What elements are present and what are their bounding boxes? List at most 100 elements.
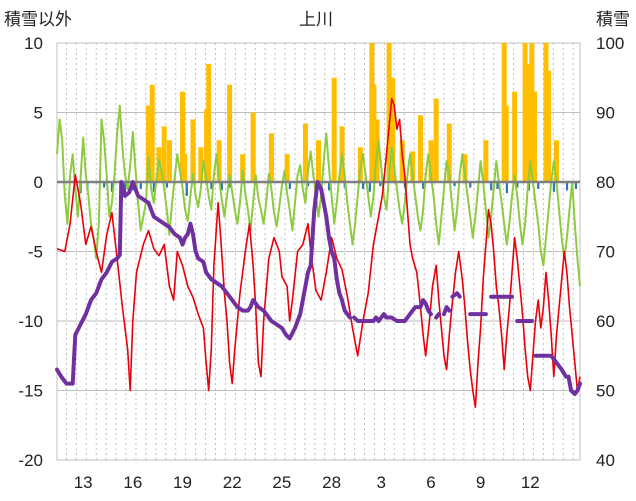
orange-bar <box>227 84 233 182</box>
blue-bar <box>453 182 456 187</box>
x-tick-label: 25 <box>272 473 291 492</box>
blue-bar <box>307 182 310 187</box>
orange-bar <box>410 151 416 182</box>
blue-bar <box>505 182 508 194</box>
orange-bar <box>524 63 530 182</box>
orange-bar <box>206 63 212 182</box>
x-tick-label: 3 <box>377 473 386 492</box>
blue-bar <box>422 182 425 189</box>
snow-depth-line <box>450 291 462 299</box>
orange-bar <box>529 43 535 182</box>
right-axis-label: 積雪 <box>596 10 630 29</box>
orange-bar <box>546 70 552 182</box>
snow-depth-line <box>434 312 441 320</box>
snow-depth-line <box>442 305 452 317</box>
blue-bar <box>228 182 231 188</box>
orange-bar <box>503 105 509 182</box>
orange-bar <box>428 140 434 182</box>
x-tick-label: 28 <box>322 473 341 492</box>
right-y-tick-label: 80 <box>596 173 615 192</box>
right-y-tick-label: 50 <box>596 382 615 401</box>
orange-bar <box>284 154 290 182</box>
left-axis-label: 積雪以外 <box>4 10 72 29</box>
snow-depth-line <box>533 353 568 379</box>
left-y-tick-label: -15 <box>18 382 43 401</box>
orange-bar <box>483 140 489 182</box>
orange-bar <box>531 91 537 182</box>
blue-bar <box>552 182 556 192</box>
left-y-tick-label: -5 <box>28 243 43 262</box>
left-y-tick-label: 10 <box>24 34 43 53</box>
orange-bar <box>268 133 274 182</box>
orange-bar <box>386 43 392 182</box>
blue-bar <box>288 182 291 189</box>
green-series-line <box>56 104 581 287</box>
orange-bar <box>446 123 452 182</box>
orange-bar <box>302 123 308 182</box>
left-y-tick-label: 5 <box>34 104 43 123</box>
left-y-tick-label: -10 <box>18 312 43 331</box>
right-y-tick-label: 60 <box>596 312 615 331</box>
x-tick-label: 9 <box>476 473 485 492</box>
orange-bar <box>316 140 321 182</box>
orange-bar <box>433 98 439 182</box>
right-y-tick-label: 90 <box>596 104 615 123</box>
chart-title: 上川 <box>299 10 333 29</box>
right-y-tick-label: 70 <box>596 243 615 262</box>
blue-bar <box>110 182 114 192</box>
snow-depth-line <box>352 298 433 323</box>
blue-bar <box>220 182 223 191</box>
orange-bar <box>250 112 256 182</box>
blue-bar <box>490 182 493 191</box>
x-tick-label: 12 <box>521 473 540 492</box>
x-tick-label: 19 <box>173 473 192 492</box>
blue-bar <box>537 182 540 189</box>
blue-bar <box>516 182 519 188</box>
blue-bar <box>103 182 106 188</box>
orange-bar <box>331 77 337 182</box>
orange-bar <box>149 84 155 182</box>
orange-bar <box>553 140 559 182</box>
orange-bar <box>190 119 196 182</box>
orange-bar <box>166 140 172 182</box>
orange-bar <box>399 140 405 182</box>
orange-bar <box>240 154 246 182</box>
blue-bar <box>574 182 578 189</box>
blue-bar <box>139 182 142 189</box>
blue-bar <box>368 182 371 192</box>
right-y-tick-label: 100 <box>596 34 624 53</box>
x-tick-label: 13 <box>74 473 93 492</box>
orange-bar <box>216 140 222 182</box>
orange-bar <box>543 43 549 182</box>
blue-bar <box>379 182 382 187</box>
blue-bar <box>152 182 155 192</box>
blue-bar <box>469 182 472 188</box>
orange-bar <box>512 91 518 182</box>
right-y-tick-label: 40 <box>596 451 615 470</box>
x-tick-label: 6 <box>426 473 435 492</box>
orange-bar <box>182 154 188 182</box>
blue-bar <box>185 182 188 196</box>
blue-bar <box>123 182 127 195</box>
snow-depth-line <box>55 180 352 386</box>
x-tick-label: 16 <box>123 473 142 492</box>
blue-bar <box>565 182 569 191</box>
blue-bar <box>327 182 331 191</box>
orange-bar <box>198 147 204 182</box>
orange-bar <box>180 91 186 182</box>
blue-bar <box>210 182 213 189</box>
blue-bar <box>165 182 169 188</box>
orange-bar <box>161 126 167 182</box>
blue-bar <box>496 182 499 189</box>
x-tick-label: 22 <box>223 473 242 492</box>
left-y-tick-label: -20 <box>18 451 43 470</box>
orange-bar <box>390 77 396 182</box>
blue-bar <box>361 182 365 189</box>
orange-bar <box>371 84 377 182</box>
orange-bar <box>417 115 423 182</box>
snow-depth-line <box>566 374 582 396</box>
red-series-line <box>56 97 581 409</box>
left-y-tick-label: 0 <box>34 173 43 192</box>
